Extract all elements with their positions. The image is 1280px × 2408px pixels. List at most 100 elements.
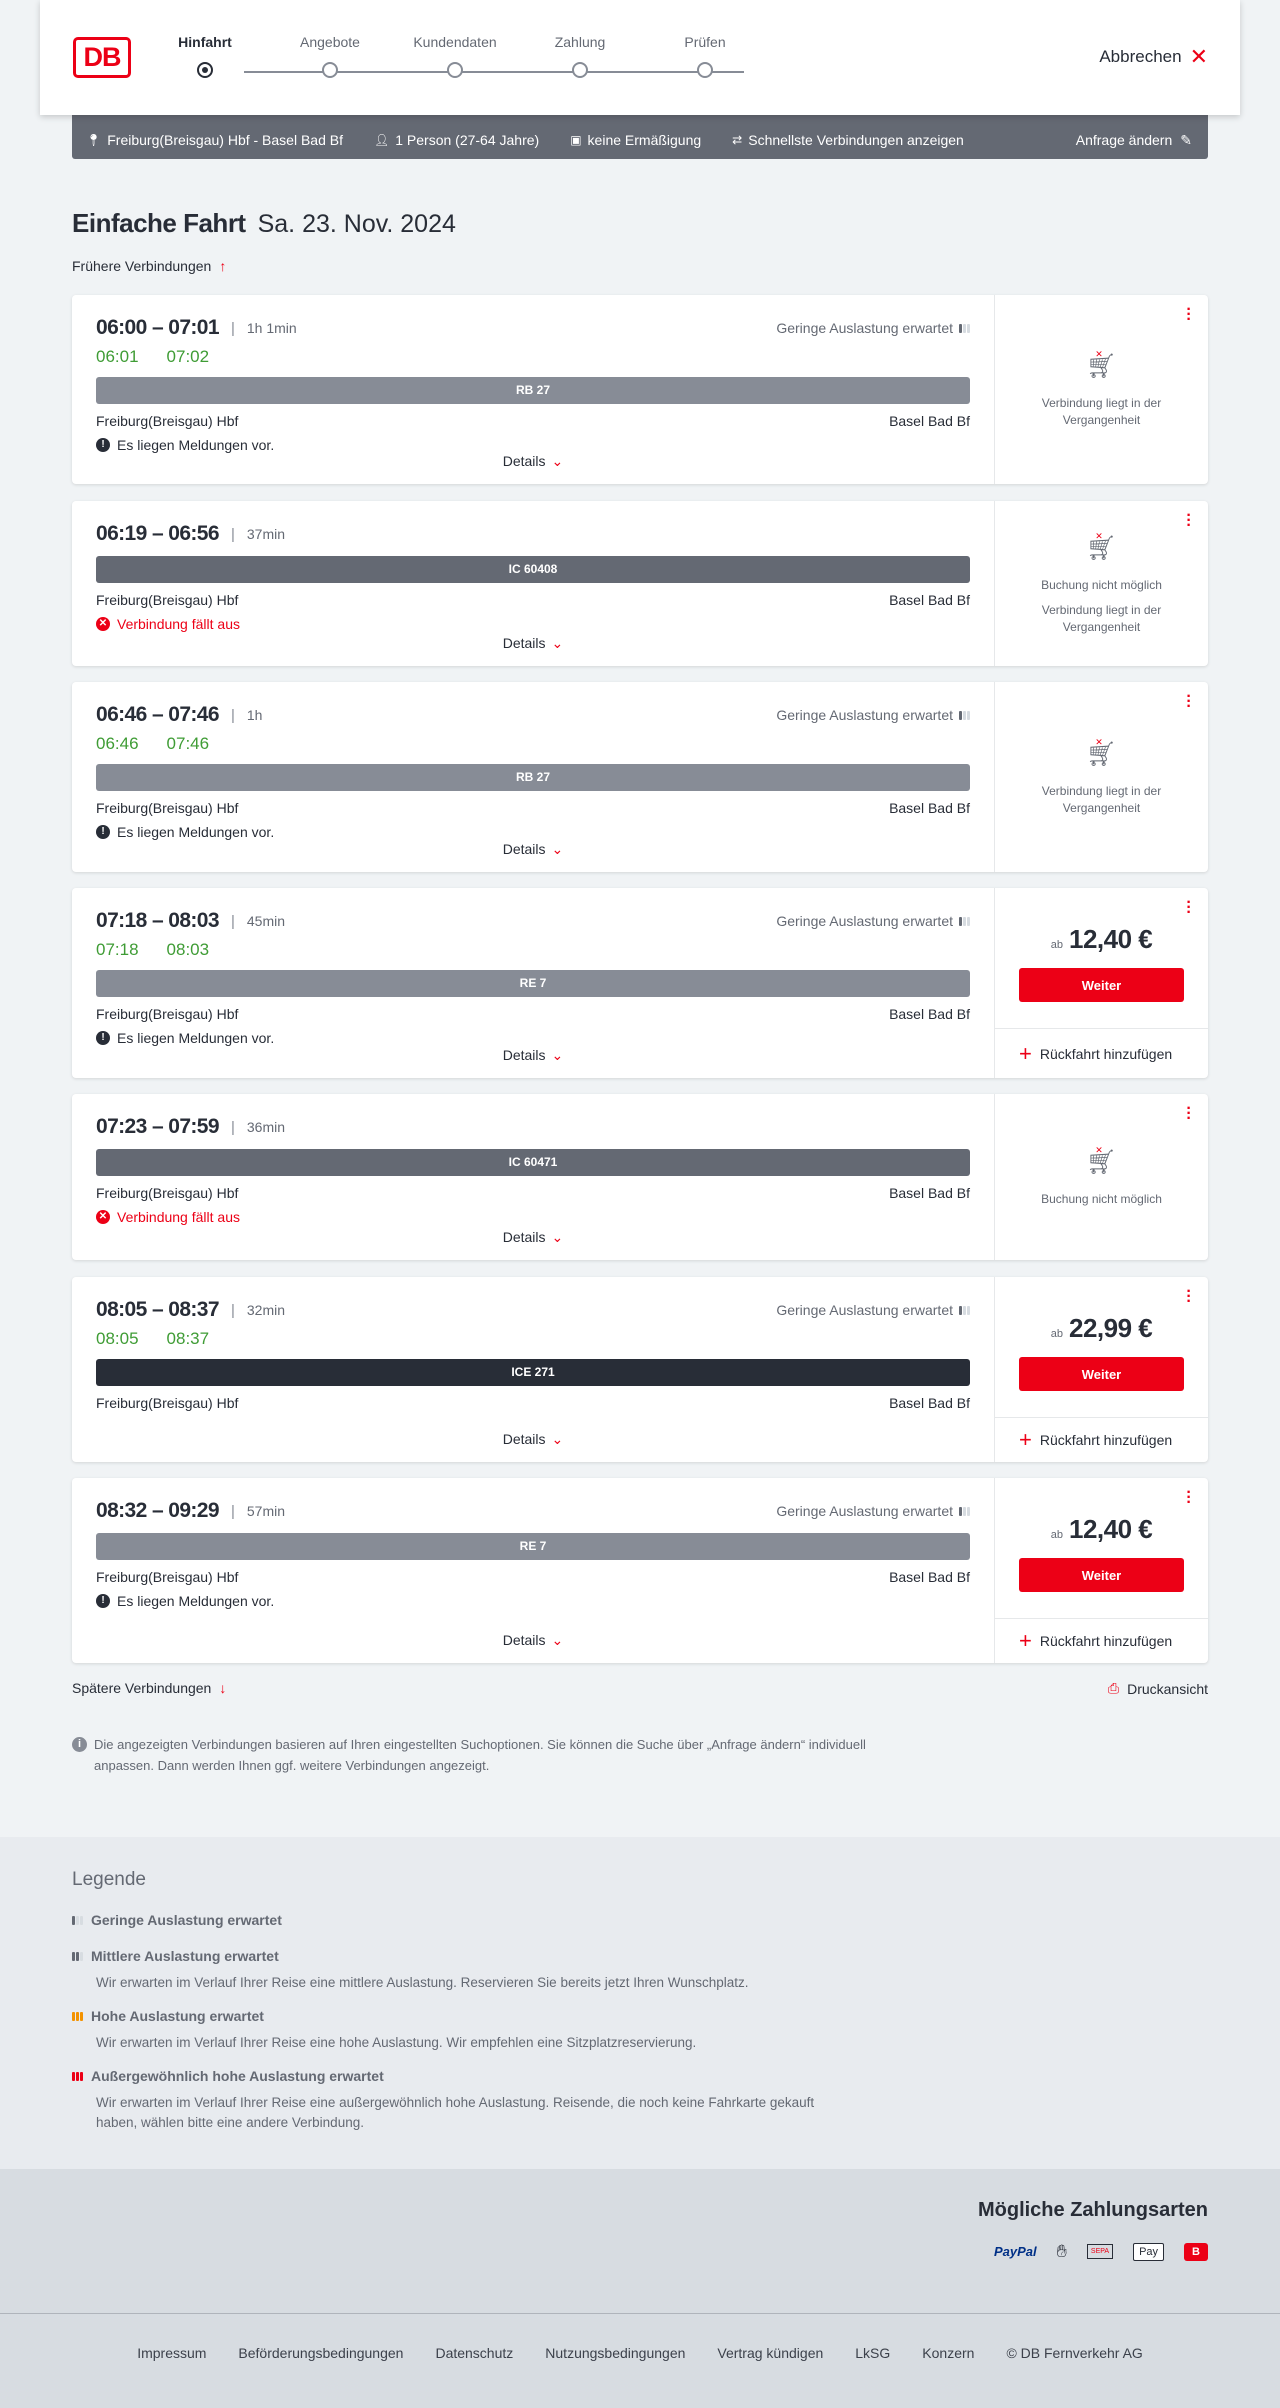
departure-arrival-time: 06:19 – 06:56 xyxy=(96,522,220,545)
details-label: Details xyxy=(502,1632,546,1648)
cancel-button[interactable]: Abbrechen ✕ xyxy=(1099,46,1208,68)
duration: 36min xyxy=(246,1119,286,1135)
details-toggle[interactable]: Details ⌄ xyxy=(72,1632,994,1649)
payment-methods: PayPal ✋︎ SEPA Pay B xyxy=(994,2241,1208,2262)
edit-query-label: Anfrage ändern xyxy=(1075,132,1173,148)
details-toggle[interactable]: Details ⌄ xyxy=(72,1431,994,1448)
occupancy-level-icon xyxy=(72,1951,83,1961)
route-text: Freiburg(Breisgau) Hbf - Basel Bad Bf xyxy=(107,132,343,148)
realtime-times: 06:46 07:46 xyxy=(96,734,970,754)
details-toggle[interactable]: Details ⌄ xyxy=(72,841,994,858)
details-toggle[interactable]: Details ⌄ xyxy=(72,1229,994,1246)
message-text: Es liegen Meldungen vor. xyxy=(117,824,275,840)
plus-icon: + xyxy=(1019,1040,1032,1066)
offer-panel: · · · ab 22,99 € Weiter + Rückfahrt hinzufügen xyxy=(994,1277,1208,1462)
price-value: 12,40 € xyxy=(1069,1514,1153,1544)
destination-station: Basel Bad Bf xyxy=(889,413,970,429)
later-connections-link[interactable]: Spätere Verbindungen ↓ xyxy=(72,1680,226,1696)
footer-link[interactable]: Beförderungsbedingungen xyxy=(238,2345,404,2361)
more-options-icon[interactable]: · · · xyxy=(1186,1484,1192,1511)
add-return-button[interactable]: + Rückfahrt hinzufügen xyxy=(995,1029,1208,1078)
step-pruefen: Prüfen xyxy=(650,34,760,78)
price: ab 12,40 € xyxy=(1051,1514,1153,1545)
paypal-icon: PayPal xyxy=(994,2244,1037,2259)
footer-link[interactable]: Impressum xyxy=(137,2345,207,2361)
more-options-icon[interactable]: · · · xyxy=(1186,894,1192,921)
step-dot xyxy=(697,62,713,78)
origin-station: Freiburg(Breisgau) Hbf xyxy=(96,592,239,608)
arrow-down-icon: ↓ xyxy=(219,1680,227,1696)
continue-button[interactable]: Weiter xyxy=(1019,968,1184,1002)
duration: 45min xyxy=(246,913,286,929)
step-dot xyxy=(447,62,463,78)
earlier-connections-link[interactable]: Frühere Verbindungen ↑ xyxy=(72,258,226,274)
person-icon: 👤︎ xyxy=(374,133,390,147)
cart-unavailable-icon: 🛒︎ xyxy=(1086,737,1116,769)
legend-item: Hohe Auslastung erwartet Wir erwarten im … xyxy=(72,2008,852,2053)
destination-station: Basel Bad Bf xyxy=(889,1185,970,1201)
discount-text: keine Ermäßigung xyxy=(587,132,702,148)
details-toggle[interactable]: Details ⌄ xyxy=(72,453,994,470)
details-toggle[interactable]: Details ⌄ xyxy=(72,1047,994,1064)
footer-link[interactable]: Vertrag kündigen xyxy=(717,2345,824,2361)
edit-query-button[interactable]: Anfrage ändern ✎ xyxy=(1076,132,1192,149)
message-text: Verbindung fällt aus xyxy=(117,616,240,632)
print-view-link[interactable]: ⎙ Druckansicht xyxy=(1108,1680,1208,1697)
connection-details: 08:32 – 09:29 | 57min Geringe Auslastung er… xyxy=(72,1478,994,1663)
destination-station: Basel Bad Bf xyxy=(889,592,970,608)
alert-icon: ! xyxy=(96,1031,110,1045)
connection-message: ✕ Verbindung fällt aus xyxy=(96,1209,970,1225)
price: ab 22,99 € xyxy=(1051,1313,1153,1344)
bahn-bonus-icon: B xyxy=(1184,2242,1208,2261)
add-return-button[interactable]: + Rückfahrt hinzufügen xyxy=(995,1619,1208,1663)
train-bar[interactable]: RE 7 xyxy=(96,1533,970,1560)
connection-card: 06:19 – 06:56 | 37min IC 60408 Freiburg(Bre… xyxy=(72,501,1208,666)
details-label: Details xyxy=(502,1229,546,1245)
realtime-departure: 06:01 xyxy=(96,347,139,366)
chevron-down-icon: ⌄ xyxy=(551,841,564,857)
status-text: Verbindung liegt in der Vergangenheit xyxy=(1041,783,1162,815)
continue-button[interactable]: Weiter xyxy=(1019,1357,1184,1391)
offer-panel: ··· 🛒︎ Buchung nicht möglich xyxy=(994,1094,1208,1260)
more-options-icon[interactable]: · · · xyxy=(1186,1100,1192,1127)
cancel-label: Abbrechen xyxy=(1099,47,1182,66)
message-text: Es liegen Meldungen vor. xyxy=(117,1593,275,1609)
train-bar[interactable]: IC 60471 xyxy=(96,1149,970,1176)
footer-link[interactable]: Konzern xyxy=(922,2345,975,2361)
price-prefix: ab xyxy=(1050,1328,1063,1340)
details-toggle[interactable]: Details ⌄ xyxy=(72,635,994,652)
footer-link[interactable]: Datenschutz xyxy=(435,2345,514,2361)
booking-status: 🛒︎ Buchung nicht möglich xyxy=(995,1094,1208,1260)
more-options-icon[interactable]: · · · xyxy=(1186,1283,1192,1310)
chevron-down-icon: ⌄ xyxy=(551,453,564,469)
train-bar[interactable]: RB 27 xyxy=(96,377,970,404)
more-options-icon[interactable]: · · · xyxy=(1186,507,1192,534)
separator: | xyxy=(230,1502,235,1520)
occupancy-level-icon xyxy=(72,1915,83,1925)
footer-link[interactable]: LkSG xyxy=(855,2345,891,2361)
message-text: Es liegen Meldungen vor. xyxy=(117,1030,275,1046)
train-bar[interactable]: RE 7 xyxy=(96,970,970,997)
train-bar[interactable]: ICE 271 xyxy=(96,1359,970,1386)
footer-link[interactable]: Nutzungsbedingungen xyxy=(545,2345,686,2361)
connection-message: ! Es liegen Meldungen vor. xyxy=(96,437,970,453)
realtime-arrival: 08:37 xyxy=(166,1329,210,1348)
departure-arrival-time: 08:32 – 09:29 xyxy=(96,1499,220,1522)
step-dot xyxy=(322,62,338,78)
destination-station: Basel Bad Bf xyxy=(889,1569,970,1585)
origin-station: Freiburg(Breisgau) Hbf xyxy=(96,1395,239,1411)
legend-item-title: Geringe Auslastung erwartet xyxy=(91,1912,282,1928)
legend-item-text: Wir erwarten im Verlauf Ihrer Reise eine… xyxy=(96,2095,815,2130)
train-bar[interactable]: IC 60408 xyxy=(96,556,970,583)
occupancy-level-icon xyxy=(72,2011,83,2021)
origin-station: Freiburg(Breisgau) Hbf xyxy=(96,800,239,816)
add-return-button[interactable]: + Rückfahrt hinzufügen xyxy=(995,1418,1208,1462)
step-label: Zahlung xyxy=(554,34,606,50)
chevron-down-icon: ⌄ xyxy=(551,1431,564,1447)
train-bar[interactable]: RB 27 xyxy=(96,764,970,791)
trip-type: Einfache Fahrt xyxy=(72,208,246,238)
more-options-icon[interactable]: · · · xyxy=(1186,688,1192,715)
db-logo[interactable]: DB xyxy=(73,37,131,78)
more-options-icon[interactable]: · · · xyxy=(1186,301,1192,328)
continue-button[interactable]: Weiter xyxy=(1019,1558,1184,1592)
